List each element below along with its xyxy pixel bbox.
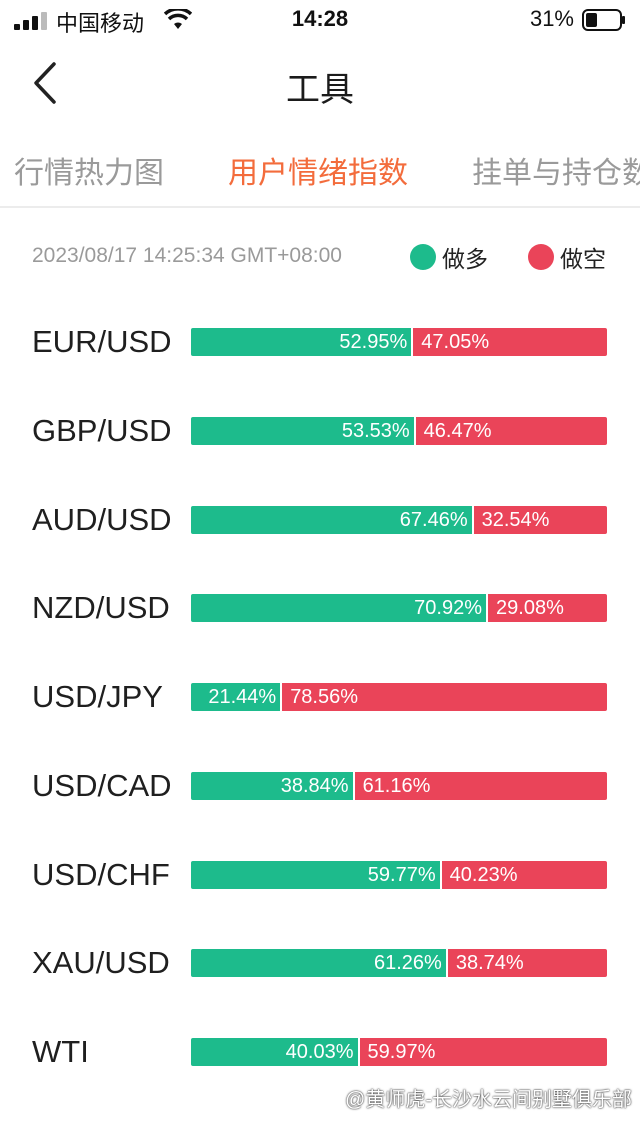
long-segment: 59.77% (191, 860, 440, 889)
long-dot-icon (410, 244, 436, 270)
battery-icon (582, 9, 625, 31)
pair-label: GBP/USD (32, 412, 172, 448)
watermark: @黄师虎-长沙水云间别墅俱乐部 (345, 1089, 632, 1111)
sentiment-row: XAU/USD 61.26% 38.74% (0, 921, 640, 1010)
legend-long: 做多 (410, 240, 488, 274)
short-segment: 38.74% (445, 949, 607, 978)
pair-label: USD/JPY (32, 679, 163, 714)
pair-label: NZD/USD (32, 590, 170, 626)
short-segment: 40.23% (439, 860, 607, 889)
sentiment-row: NZD/USD 70.92% 29.08% (0, 566, 640, 655)
clock: 14:28 (291, 6, 349, 31)
sentiment-row: USD/JPY 21.44% 78.56% (0, 655, 640, 744)
short-segment: 46.47% (413, 416, 607, 445)
status-bar: 中国移动 14:28 31% (0, 0, 640, 40)
ratio-bar: 38.84% 61.16% (191, 771, 607, 800)
tab-sentiment[interactable]: 用户情绪指数 (228, 157, 408, 190)
short-segment: 32.54% (471, 505, 607, 534)
sentiment-list: EUR/USD 52.95% 47.05% GBP/USD 53.53% 46.… (0, 300, 640, 1099)
carrier-name: 中国移动 (56, 11, 145, 36)
update-timestamp: 2023/08/17 14:25:34 GMT+08:00 (32, 244, 342, 267)
battery-percent: 31% (529, 6, 574, 31)
tab-bar: 行情热力图 用户情绪指数 挂单与持仓数 (0, 140, 640, 208)
tab-orders-positions[interactable]: 挂单与持仓数 (472, 157, 640, 190)
sentiment-row: USD/CHF 59.77% 40.23% (0, 833, 640, 922)
sentiment-row: USD/CAD 38.84% 61.16% (0, 744, 640, 833)
sentiment-row: GBP/USD 53.53% 46.47% (0, 389, 640, 478)
tab-heatmap[interactable]: 行情热力图 (14, 157, 164, 190)
wifi-icon (164, 9, 192, 29)
long-segment: 70.92% (191, 594, 487, 623)
legend-short-label: 做空 (560, 246, 606, 272)
ratio-bar: 67.46% 32.54% (191, 505, 607, 534)
ratio-bar: 61.26% 38.74% (191, 949, 607, 978)
long-segment: 52.95% (191, 328, 412, 356)
long-segment: 38.84% (191, 771, 353, 800)
page-title: 工具 (286, 71, 354, 109)
legend-short: 做空 (528, 240, 606, 274)
sentiment-row: EUR/USD 52.95% 47.05% (0, 300, 640, 389)
long-segment: 67.46% (191, 505, 472, 534)
pair-label: XAU/USD (32, 945, 170, 981)
long-segment: 40.03% (191, 1038, 358, 1066)
short-segment: 78.56% (280, 683, 607, 711)
back-arrow-icon[interactable] (26, 60, 66, 106)
long-segment: 61.26% (191, 949, 446, 978)
pair-label: EUR/USD (32, 324, 172, 359)
ratio-bar: 52.95% 47.05% (191, 328, 607, 356)
ratio-bar: 70.92% 29.08% (191, 594, 607, 623)
pair-label: USD/CAD (32, 767, 172, 803)
sentiment-row: AUD/USD 67.46% 32.54% (0, 478, 640, 567)
sentiment-row: WTI 40.03% 59.97% (0, 1010, 640, 1099)
long-segment: 53.53% (191, 416, 414, 445)
ratio-bar: 21.44% 78.56% (191, 683, 607, 711)
short-segment: 61.16% (352, 771, 607, 800)
pair-label: USD/CHF (32, 856, 170, 892)
legend-long-label: 做多 (442, 246, 488, 272)
short-segment: 59.97% (357, 1038, 607, 1066)
ratio-bar: 53.53% 46.47% (191, 416, 607, 445)
ratio-bar: 59.77% 40.23% (191, 860, 607, 889)
pair-label: AUD/USD (32, 501, 172, 537)
short-segment: 47.05% (411, 328, 607, 356)
short-segment: 29.08% (486, 594, 607, 623)
ratio-bar: 40.03% 59.97% (191, 1038, 607, 1066)
short-dot-icon (528, 244, 554, 270)
long-segment: 21.44% (191, 683, 281, 711)
signal-icon (14, 12, 47, 30)
pair-label: WTI (32, 1034, 89, 1069)
